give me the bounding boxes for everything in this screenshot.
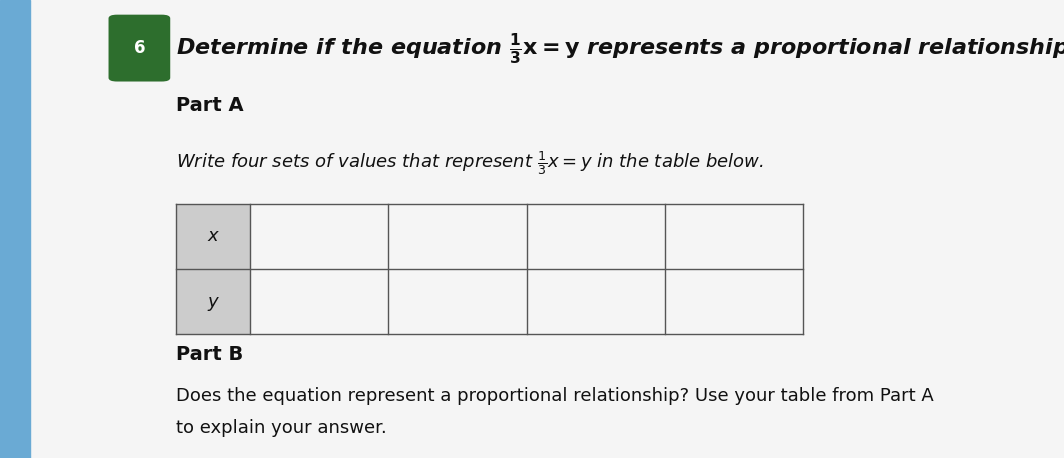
- Text: x: x: [207, 228, 218, 245]
- Text: to explain your answer.: to explain your answer.: [176, 419, 386, 437]
- Text: Does the equation represent a proportional relationship? Use your table from Par: Does the equation represent a proportion…: [176, 387, 933, 405]
- Text: Determine if the equation $\mathbf{\frac{1}{3}}$$\mathbf{x=y}$ represents a prop: Determine if the equation $\mathbf{\frac…: [176, 31, 1064, 65]
- Text: 6: 6: [134, 39, 145, 57]
- Text: Part A: Part A: [176, 96, 244, 115]
- Text: Part B: Part B: [176, 345, 243, 365]
- Text: y: y: [207, 293, 218, 311]
- Text: Write four sets of values that represent $\frac{1}{3}x=y$ in the table below.: Write four sets of values that represent…: [176, 149, 763, 176]
